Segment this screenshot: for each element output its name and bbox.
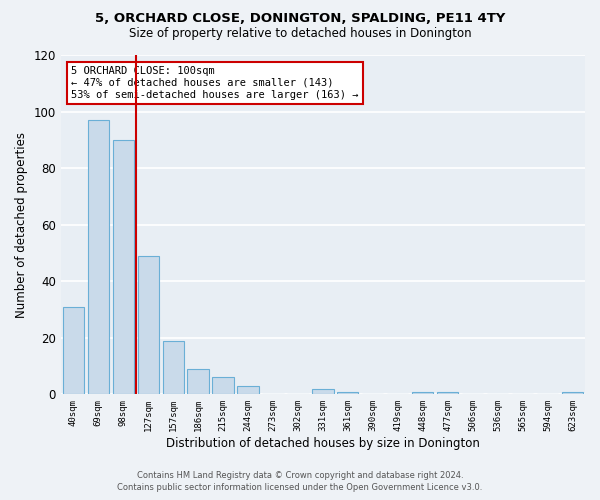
Text: Size of property relative to detached houses in Donington: Size of property relative to detached ho… <box>128 28 472 40</box>
Bar <box>212 378 233 394</box>
Bar <box>137 256 159 394</box>
Bar <box>187 369 209 394</box>
Bar <box>562 392 583 394</box>
X-axis label: Distribution of detached houses by size in Donington: Distribution of detached houses by size … <box>166 437 480 450</box>
Bar <box>62 306 84 394</box>
Bar <box>163 340 184 394</box>
Y-axis label: Number of detached properties: Number of detached properties <box>15 132 28 318</box>
Text: 5, ORCHARD CLOSE, DONINGTON, SPALDING, PE11 4TY: 5, ORCHARD CLOSE, DONINGTON, SPALDING, P… <box>95 12 505 26</box>
Text: Contains HM Land Registry data © Crown copyright and database right 2024.
Contai: Contains HM Land Registry data © Crown c… <box>118 471 482 492</box>
Bar <box>312 388 334 394</box>
Bar <box>113 140 134 394</box>
Bar <box>88 120 109 394</box>
Bar <box>437 392 458 394</box>
Bar <box>337 392 358 394</box>
Text: 5 ORCHARD CLOSE: 100sqm
← 47% of detached houses are smaller (143)
53% of semi-d: 5 ORCHARD CLOSE: 100sqm ← 47% of detache… <box>71 66 359 100</box>
Bar <box>238 386 259 394</box>
Bar <box>412 392 433 394</box>
